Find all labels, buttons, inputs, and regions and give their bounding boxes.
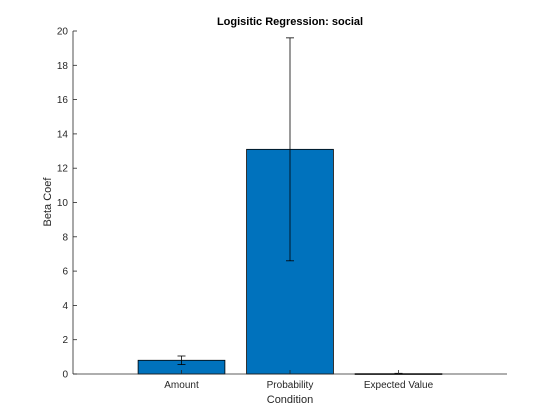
y-tick-label: 20 <box>57 27 69 38</box>
y-tick-label: 12 <box>57 164 69 175</box>
error-bar-amount <box>177 355 186 365</box>
error-bars-group <box>177 37 403 375</box>
y-ticks-group: 0 2 4 6 8 10 12 14 16 18 20 <box>57 27 77 381</box>
y-axis-label: Beta Coef <box>42 177 54 227</box>
y-tick-label: 18 <box>57 61 69 72</box>
y-tick-label: 14 <box>57 129 69 140</box>
x-tick-label: Amount <box>164 380 199 391</box>
y-tick-label: 16 <box>57 95 69 106</box>
error-bar-probability <box>286 37 294 262</box>
chart-title: Logisitic Regression: social <box>217 16 363 28</box>
y-tick-label: 2 <box>62 335 68 346</box>
bars-group <box>137 148 443 375</box>
y-tick-label: 4 <box>62 301 68 312</box>
x-ticks-group: Amount Probability Expected Value <box>164 370 434 391</box>
y-tick-label: 0 <box>62 370 68 381</box>
x-tick-label: Expected Value <box>364 380 434 391</box>
y-tick-label: 10 <box>57 198 69 209</box>
x-axis-label: Condition <box>267 394 313 406</box>
y-tick-label: 6 <box>62 267 68 278</box>
x-tick-label: Probability <box>267 380 314 391</box>
y-tick-label: 8 <box>62 232 68 243</box>
